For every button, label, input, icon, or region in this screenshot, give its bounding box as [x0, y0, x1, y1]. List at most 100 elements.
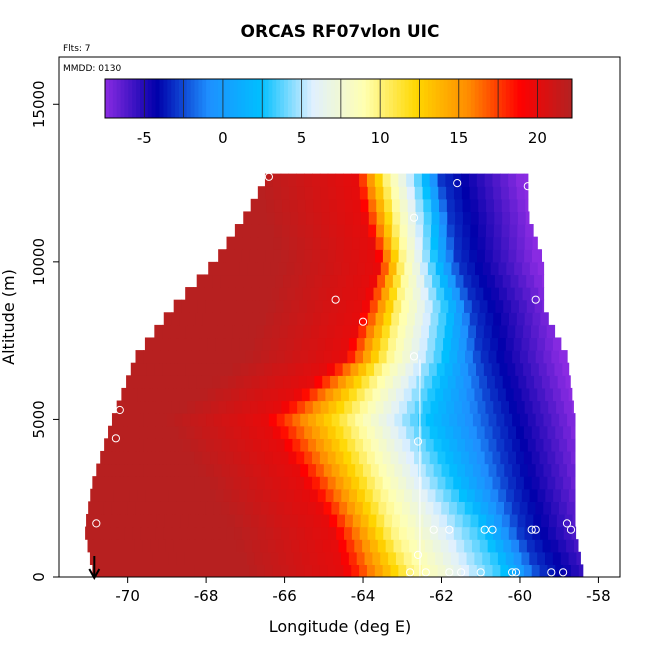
field-cell	[265, 186, 275, 200]
field-cell	[560, 387, 570, 402]
field-cell	[543, 350, 552, 364]
colorbar-swatch	[501, 79, 507, 118]
field-cell	[312, 564, 321, 577]
field-cell	[337, 513, 346, 528]
colorbar-swatch	[435, 79, 441, 118]
field-cell	[293, 337, 303, 351]
field-cell	[319, 425, 329, 439]
field-cell	[400, 211, 409, 225]
field-cell	[406, 186, 416, 200]
colorbar-swatch	[291, 79, 297, 118]
x-tick-label: -66	[272, 587, 297, 605]
field-cell	[465, 463, 474, 477]
field-cell	[368, 198, 377, 213]
field-cell	[530, 287, 539, 301]
field-cell	[415, 211, 425, 225]
field-cell	[425, 463, 435, 477]
field-cell	[124, 400, 133, 414]
field-cell	[388, 337, 397, 351]
field-cell	[409, 539, 418, 553]
field-cell	[204, 375, 213, 389]
field-cell	[519, 438, 529, 452]
field-cell	[455, 274, 465, 288]
colorbar-swatch	[424, 79, 429, 118]
field-cell	[223, 387, 232, 402]
field-cell	[384, 211, 393, 225]
field-cell	[188, 513, 197, 528]
field-cell	[543, 438, 552, 452]
colorbar-swatch	[334, 79, 339, 118]
field-cell	[349, 488, 358, 502]
field-cell	[240, 287, 249, 301]
field-cell	[526, 299, 536, 313]
field-cell	[241, 450, 250, 465]
field-cell	[330, 299, 340, 313]
field-cell	[247, 488, 256, 502]
field-cell	[210, 526, 220, 540]
field-cell	[137, 551, 146, 565]
observation-marker	[115, 405, 124, 415]
field-cell	[376, 513, 385, 528]
field-cell	[315, 501, 325, 515]
field-cell	[508, 400, 518, 414]
field-cell	[234, 224, 244, 238]
field-cell	[512, 463, 521, 477]
field-cell	[315, 413, 325, 427]
field-cell	[422, 186, 432, 200]
field-cell	[534, 274, 543, 288]
field-cell	[486, 513, 495, 528]
field-cell	[458, 337, 468, 351]
field-cell	[476, 173, 486, 187]
field-cell	[500, 173, 509, 187]
field-cell	[372, 261, 382, 276]
field-cell	[538, 324, 548, 339]
field-cell	[348, 337, 358, 351]
field-cell	[486, 211, 495, 225]
observation-marker	[409, 352, 419, 361]
colorbar-swatch	[420, 79, 425, 118]
field-cell	[318, 287, 328, 301]
field-cell	[343, 450, 352, 465]
observation-marker	[457, 568, 466, 577]
field-cell	[150, 539, 159, 553]
colorbar-swatch	[147, 79, 153, 118]
field-cell	[431, 513, 440, 528]
field-cell	[133, 375, 143, 389]
field-cell	[288, 425, 297, 439]
field-cell	[239, 488, 248, 502]
field-cell	[202, 425, 211, 439]
field-cell	[471, 299, 481, 313]
field-cell	[323, 413, 333, 427]
colorbar-swatch	[194, 79, 199, 118]
field-cell	[281, 224, 291, 238]
field-cell	[380, 551, 389, 565]
field-cell	[552, 551, 562, 565]
field-cell	[432, 299, 442, 313]
field-cell	[147, 476, 156, 490]
field-cell	[312, 186, 322, 200]
colorbar-swatch	[505, 79, 511, 118]
field-cell	[372, 551, 381, 565]
field-cell	[157, 375, 166, 389]
field-cell	[251, 211, 260, 225]
field-cell	[276, 438, 286, 452]
field-cell	[494, 274, 504, 288]
field-cell	[231, 387, 240, 402]
field-cell	[331, 350, 341, 364]
field-cell	[178, 564, 188, 577]
field-cell	[336, 526, 345, 540]
field-cell	[542, 539, 552, 553]
field-cell	[253, 463, 262, 477]
field-cell	[367, 312, 377, 326]
field-cell	[260, 501, 270, 515]
field-cell	[286, 261, 296, 276]
field-cell	[126, 539, 136, 553]
field-cell	[208, 287, 218, 301]
observation-marker	[264, 172, 273, 181]
field-cell	[527, 413, 537, 427]
colorbar-tick-label: 15	[449, 129, 468, 147]
field-cell	[264, 324, 273, 339]
field-cell	[312, 249, 321, 263]
field-cell	[398, 425, 407, 439]
field-cell	[267, 299, 277, 313]
